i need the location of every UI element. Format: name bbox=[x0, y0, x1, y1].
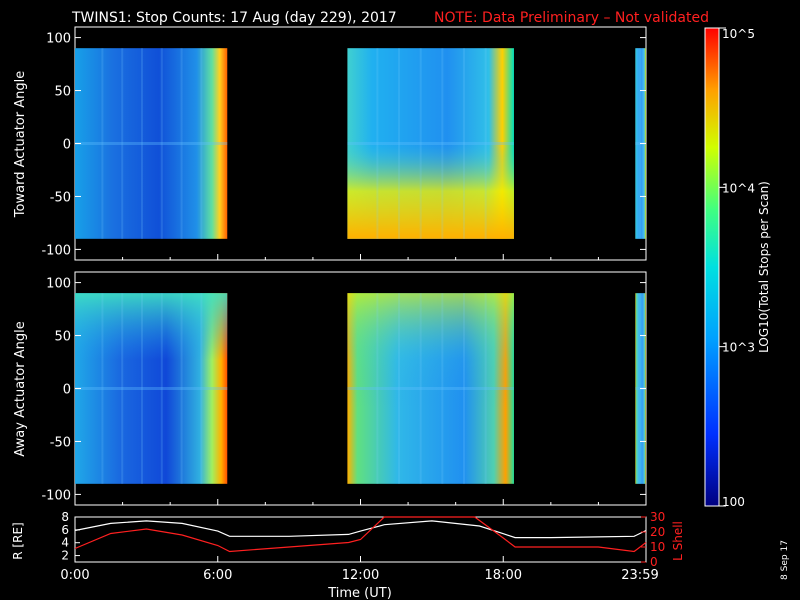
colorbar-gradient bbox=[704, 27, 720, 507]
away-panel: Away Actuator Angle 100 50 0 -50 -100 bbox=[13, 271, 647, 506]
orbit-ytick-left-label: 8 bbox=[61, 510, 69, 524]
toward-ytick-label: 50 bbox=[54, 85, 71, 100]
orbit-ylabel-left: R [RE] bbox=[11, 522, 25, 559]
toward-data-overlay bbox=[347, 48, 514, 239]
orbit-ytick-right-label: 10 bbox=[650, 540, 665, 554]
toward-ytick-label: -100 bbox=[41, 243, 71, 258]
toward-ytick-label: -50 bbox=[50, 190, 71, 205]
colorbar-label: LOG10(Total Stops per Scan) bbox=[757, 181, 771, 353]
colorbar-tick-label: 10^3 bbox=[722, 341, 755, 355]
x-tick-label: 0:00 bbox=[60, 568, 89, 583]
orbit-ylabel-right: L Shell bbox=[671, 521, 685, 561]
r-line bbox=[74, 520, 647, 539]
data-note: NOTE: Data Preliminary – Not validated bbox=[434, 10, 709, 26]
toward-panel: Toward Actuator Angle 100 50 0 -50 -100 bbox=[13, 26, 647, 261]
away-data-overlay bbox=[75, 293, 228, 484]
side-stamp: 8 Sep 17 bbox=[780, 540, 790, 580]
away-data-overlay bbox=[347, 293, 514, 484]
orbit-ytick-left-label: 2 bbox=[61, 549, 69, 563]
away-ytick-label: 100 bbox=[46, 277, 71, 292]
toward-ylabel: Toward Actuator Angle bbox=[13, 71, 28, 218]
x-tick-label: 12:00 bbox=[342, 568, 379, 583]
away-ytick-label: 0 bbox=[63, 383, 71, 398]
away-ytick-label: 50 bbox=[54, 330, 71, 345]
toward-data-block bbox=[75, 48, 228, 239]
orbit-ytick-right-label: 30 bbox=[650, 510, 665, 524]
x-tick-label: 18:00 bbox=[485, 568, 522, 583]
x-axis-label: Time (UT) bbox=[327, 586, 392, 600]
orbit-ytick-left-label: 6 bbox=[61, 523, 69, 537]
orbit-ytick-right-label: 20 bbox=[650, 525, 665, 539]
away-ytick-label: -100 bbox=[41, 488, 71, 503]
away-ytick-label: -50 bbox=[50, 435, 71, 450]
x-tick-label: 23:59 bbox=[621, 568, 658, 583]
orbit-ytick-right-label: 0 bbox=[650, 555, 658, 569]
colorbar-tick-label: 10^5 bbox=[722, 27, 755, 41]
l-shell-line bbox=[74, 516, 647, 553]
toward-ytick-label: 0 bbox=[63, 138, 71, 153]
orbit-ytick-left-label: 4 bbox=[61, 536, 69, 550]
away-ylabel: Away Actuator Angle bbox=[13, 321, 28, 456]
toward-ytick-label: 100 bbox=[46, 32, 71, 47]
chart-title: TWINS1: Stop Counts: 17 Aug (day 229), 2… bbox=[71, 10, 397, 26]
colorbar-tick-label: 10^4 bbox=[722, 181, 755, 195]
x-tick-label: 6:00 bbox=[203, 568, 232, 583]
colorbar: 10^5 10^4 10^3 100 LOG10(Total Stops per Sc… bbox=[704, 27, 771, 509]
colorbar-tick-label: 100 bbox=[722, 495, 745, 509]
